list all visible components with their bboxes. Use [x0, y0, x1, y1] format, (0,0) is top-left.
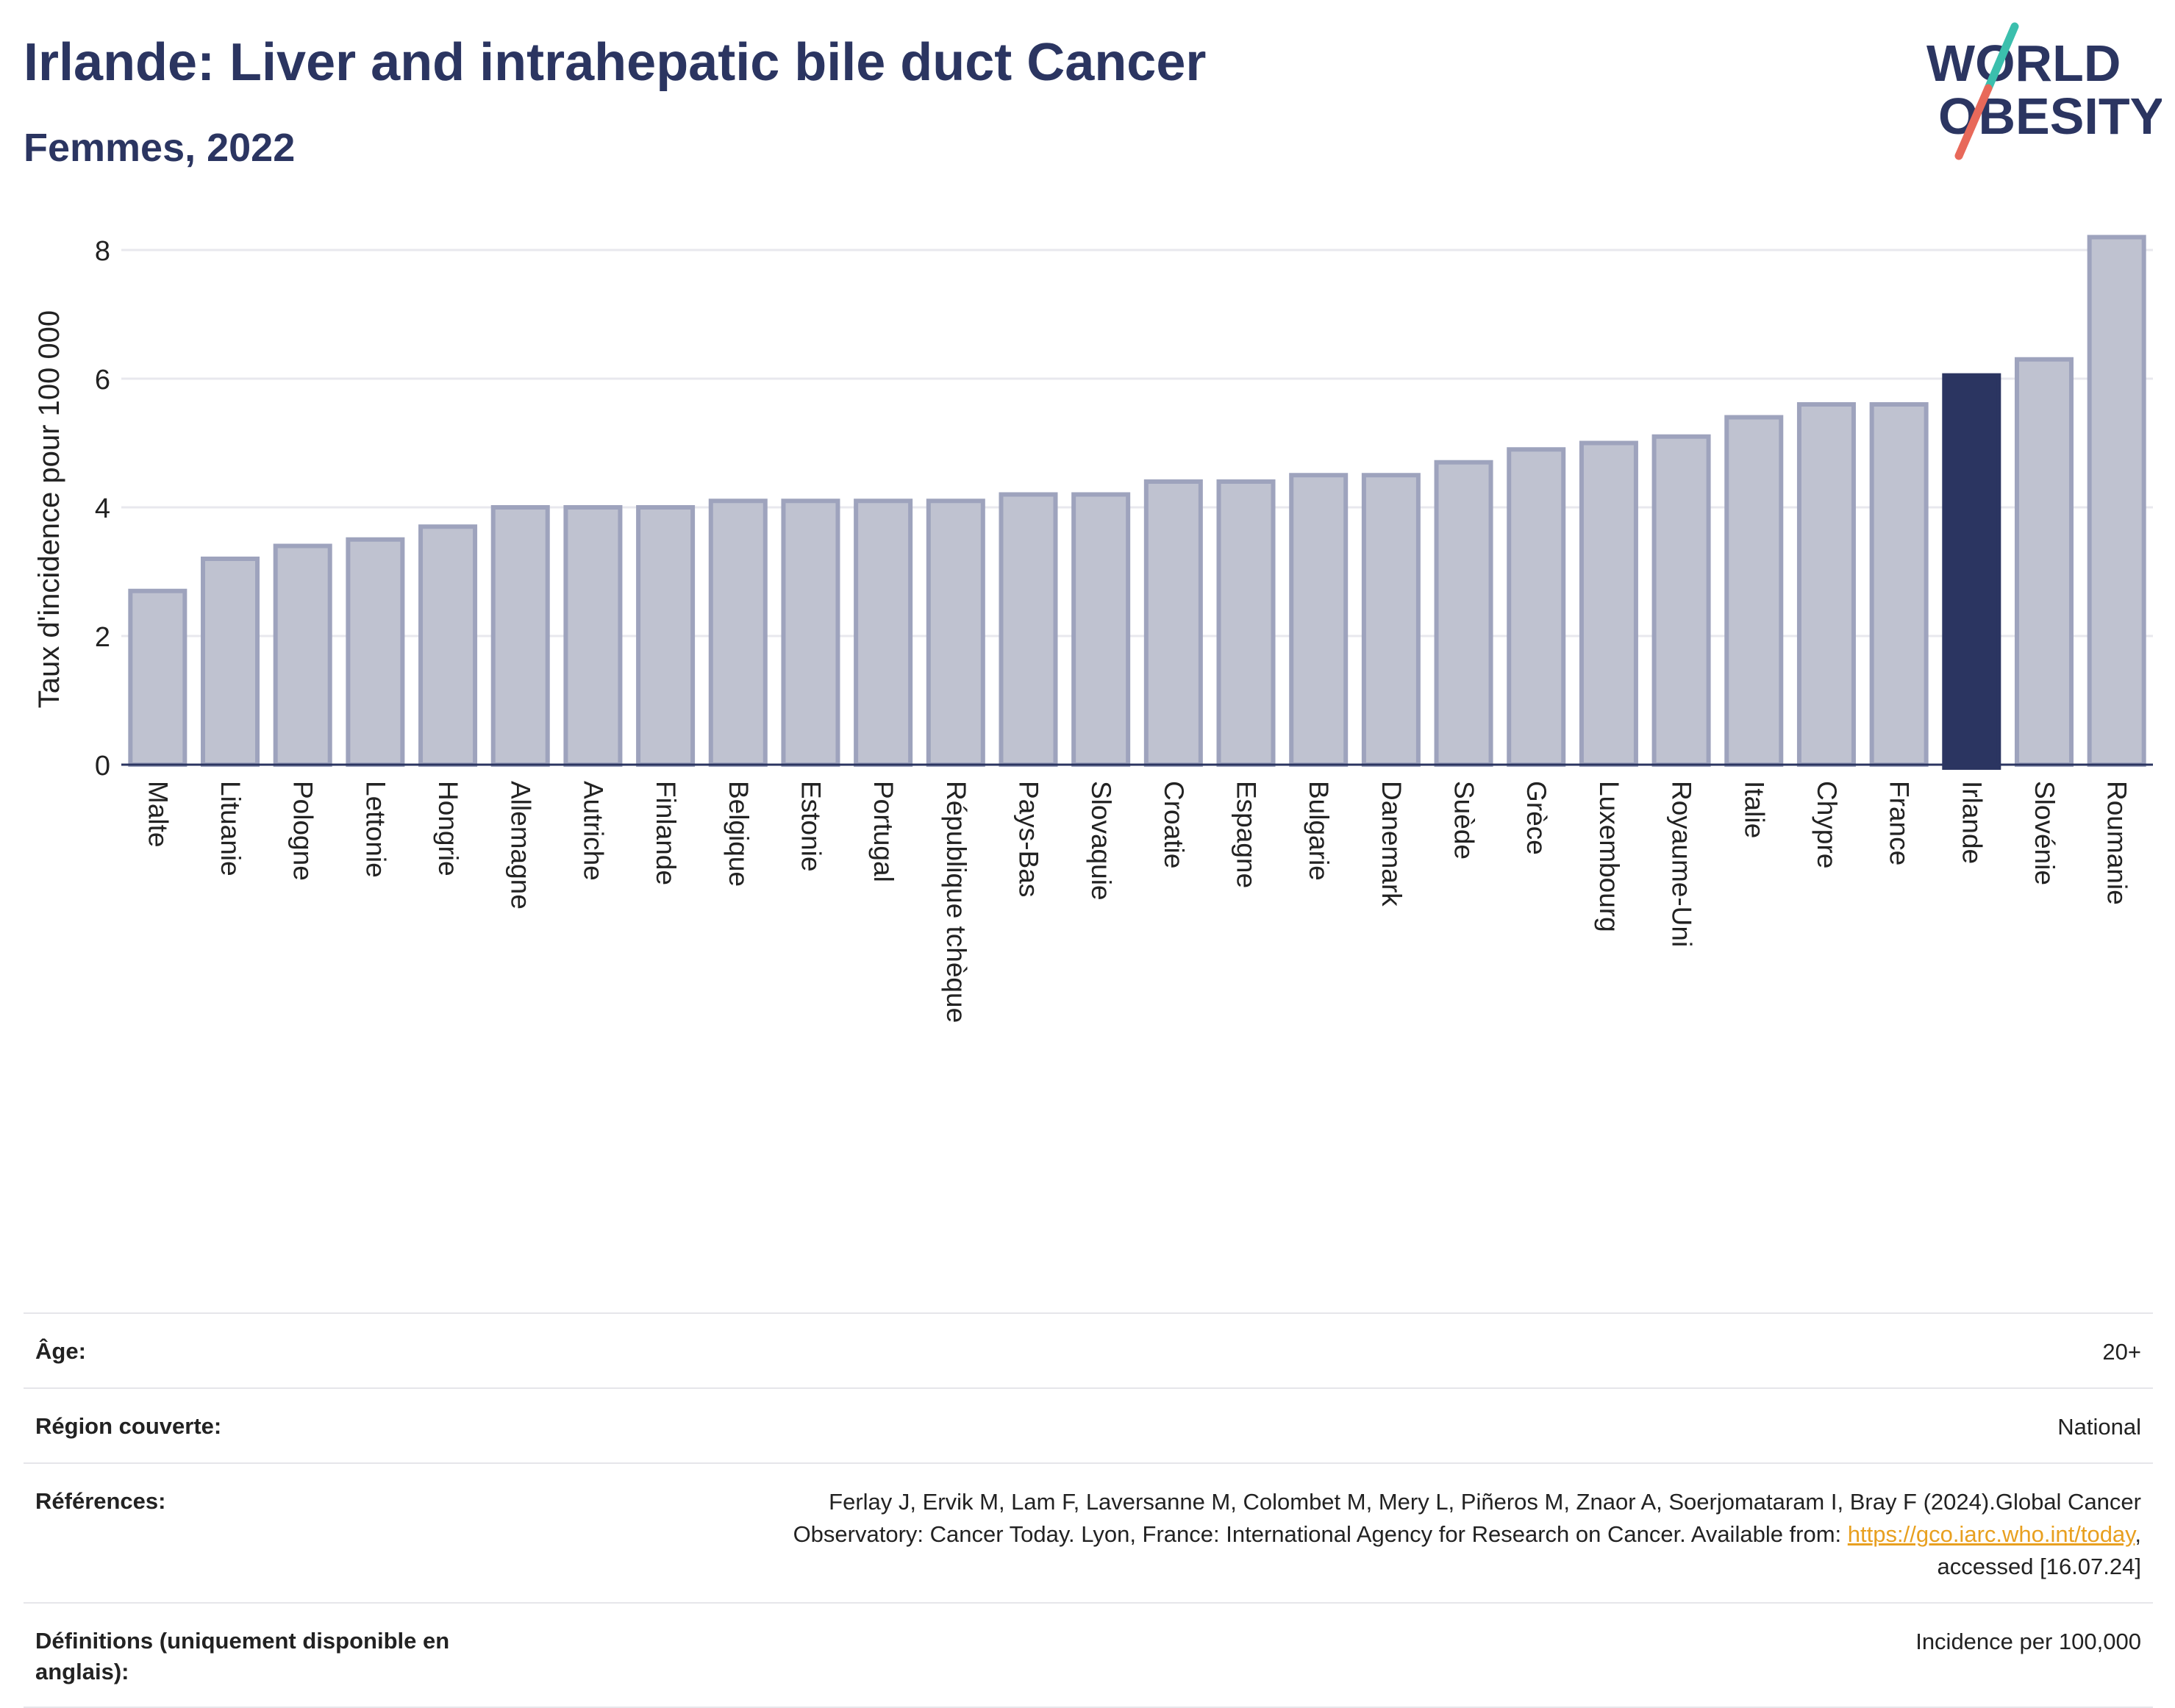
- bar-belgique[interactable]: [708, 499, 768, 767]
- bar-danemark[interactable]: [1361, 473, 1421, 767]
- definitions-label: Définitions (uniquement disponible en an…: [35, 1628, 450, 1684]
- bar-su-de[interactable]: [1434, 460, 1493, 767]
- bar-malte[interactable]: [128, 588, 188, 767]
- bar-royaume-uni[interactable]: [1651, 434, 1711, 767]
- y-tick-labels: 0 2 4 6 8: [95, 236, 110, 782]
- logo-slash-bottom: [1954, 84, 1993, 160]
- bar-autriche[interactable]: [563, 505, 623, 767]
- bar-irlande[interactable]: [1942, 373, 2001, 770]
- bar-slov-nie[interactable]: [2014, 357, 2074, 767]
- info-row-age: Âge: 20+: [24, 1312, 2153, 1387]
- bar-finlande[interactable]: [636, 505, 696, 767]
- chart-subtitle: Femmes, 2022: [24, 126, 296, 170]
- bar-chart: 0 2 4 6 8 Malte Lituanie Pologne Lettonie Hongri…: [33, 235, 2153, 1023]
- age-value: 20+: [2102, 1339, 2141, 1365]
- x-tick-label: Belgique: [724, 781, 754, 887]
- bars: [128, 235, 2146, 770]
- bar-espagne[interactable]: [1216, 479, 1276, 767]
- bar-roumanie[interactable]: [2087, 235, 2146, 767]
- bar-italie[interactable]: [1724, 415, 1784, 767]
- bar-france[interactable]: [1869, 402, 1929, 767]
- x-tick-label: Portugal: [868, 781, 899, 882]
- references-label: Références:: [35, 1488, 166, 1514]
- bar-chypre[interactable]: [1796, 402, 1856, 767]
- references-line3: accessed [16.07.24]: [1937, 1554, 2141, 1579]
- info-row-region: Région couverte: National: [24, 1387, 2153, 1462]
- x-tick-label: Hongrie: [433, 781, 463, 876]
- x-tick-label: Finlande: [651, 781, 681, 885]
- x-tick-label: Bulgarie: [1304, 781, 1334, 881]
- bar-hongrie[interactable]: [418, 524, 478, 767]
- x-tick-label: Croatie: [1159, 781, 1189, 868]
- x-tick-label: Royaume-Uni: [1667, 781, 1697, 947]
- bar-estonie[interactable]: [781, 499, 840, 767]
- x-tick-label: Estonie: [796, 781, 826, 871]
- logo-slash-top: [1984, 22, 2019, 93]
- info-row-definitions: Définitions (uniquement disponible en an…: [24, 1602, 2153, 1708]
- bar-lettonie[interactable]: [346, 537, 405, 767]
- bar-pays-bas[interactable]: [999, 492, 1058, 767]
- x-tick-label: Slovaquie: [1086, 781, 1116, 901]
- y-tick-label: 6: [95, 365, 110, 396]
- x-tick-label: Suède: [1449, 781, 1479, 860]
- x-tick-label: Danemark: [1376, 781, 1407, 907]
- y-tick-label: 8: [95, 236, 110, 267]
- x-tick-label: Grèce: [1521, 781, 1551, 855]
- x-tick-label: Lituanie: [215, 781, 246, 876]
- x-tick-label: France: [1885, 781, 1915, 865]
- bar-luxembourg[interactable]: [1579, 440, 1638, 767]
- x-tick-label: Lettonie: [360, 781, 390, 878]
- x-tick-label: Italie: [1739, 781, 1769, 838]
- logo-line1: WORLD: [1926, 35, 2121, 92]
- gco-link[interactable]: https://gco.iarc.who.int/today: [1847, 1521, 2135, 1547]
- x-tick-label: Autriche: [578, 781, 608, 881]
- x-tick-label: Espagne: [1232, 781, 1262, 888]
- y-tick-label: 2: [95, 622, 110, 653]
- bar-r-publique-tch-que[interactable]: [926, 499, 985, 767]
- bar-allemagne[interactable]: [490, 505, 550, 767]
- y-axis-label: Taux d'incidence pour 100 000: [33, 310, 65, 708]
- info-table: Âge: 20+ Région couverte: National Référ…: [24, 1312, 2153, 1708]
- x-tick-label: Chypre: [1812, 781, 1842, 868]
- region-value: National: [2057, 1414, 2141, 1440]
- bar-gr-ce[interactable]: [1507, 447, 1566, 767]
- x-tick-label: Pays-Bas: [1013, 781, 1043, 897]
- x-tick-label: Allemagne: [506, 781, 536, 910]
- y-tick-label: 4: [95, 493, 110, 524]
- x-tick-label: Malte: [143, 781, 173, 847]
- y-tick-label: 0: [95, 751, 110, 782]
- world-obesity-logo: WORLD OBESITY: [1926, 22, 2162, 160]
- chart-title: Irlande: Liver and intrahepatic bile duc…: [24, 33, 1207, 92]
- bar-lituanie[interactable]: [201, 557, 260, 767]
- definitions-value: Incidence per 100,000: [1915, 1629, 2141, 1654]
- x-tick-labels: Malte Lituanie Pologne Lettonie Hongrie Allem…: [143, 781, 2132, 1023]
- references-value: Ferlay J, Ervik M, Lam F, Laversanne M, …: [793, 1486, 2141, 1583]
- x-tick-label: Irlande: [1957, 781, 1987, 864]
- bar-slovaquie[interactable]: [1071, 492, 1131, 767]
- age-label: Âge:: [35, 1338, 86, 1364]
- references-comma: ,: [2135, 1521, 2141, 1547]
- x-tick-label: Pologne: [288, 781, 318, 881]
- x-tick-label: Luxembourg: [1594, 781, 1624, 932]
- references-line2: Observatory: Cancer Today. Lyon, France:…: [793, 1521, 1848, 1547]
- references-line1: Ferlay J, Ervik M, Lam F, Laversanne M, …: [829, 1489, 2141, 1515]
- bar-pologne[interactable]: [273, 543, 332, 767]
- bar-croatie[interactable]: [1143, 479, 1203, 767]
- x-tick-label: Roumanie: [2102, 781, 2132, 905]
- x-tick-label: Slovénie: [2029, 781, 2060, 885]
- info-row-references: Références: Ferlay J, Ervik M, Lam F, La…: [24, 1462, 2153, 1602]
- x-tick-label: République tchèque: [941, 781, 971, 1023]
- bar-bulgarie[interactable]: [1289, 473, 1349, 767]
- region-label: Région couverte:: [35, 1413, 222, 1439]
- bar-portugal[interactable]: [854, 499, 913, 767]
